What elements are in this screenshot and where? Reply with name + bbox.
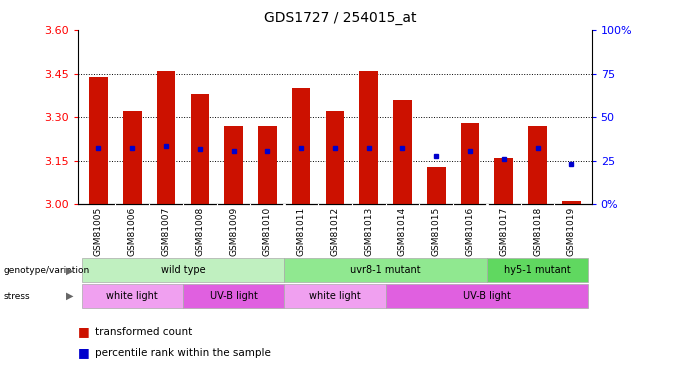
Bar — [284, 258, 487, 282]
Text: GSM81017: GSM81017 — [499, 207, 508, 256]
Bar — [386, 284, 588, 308]
Bar — [461, 123, 479, 204]
Text: white light: white light — [106, 291, 158, 301]
Text: stress: stress — [3, 292, 30, 301]
Bar — [326, 111, 344, 204]
Bar — [292, 88, 310, 204]
Text: UV-B light: UV-B light — [463, 291, 511, 301]
Text: GDS1727 / 254015_at: GDS1727 / 254015_at — [264, 11, 416, 25]
Text: GSM81014: GSM81014 — [398, 207, 407, 256]
Text: UV-B light: UV-B light — [209, 291, 258, 301]
Text: hy5-1 mutant: hy5-1 mutant — [504, 265, 571, 275]
Text: GSM81013: GSM81013 — [364, 207, 373, 256]
Bar — [427, 166, 445, 204]
Text: ▶: ▶ — [66, 291, 73, 301]
Text: GSM81018: GSM81018 — [533, 207, 542, 256]
Bar — [89, 76, 107, 204]
Bar — [82, 258, 284, 282]
Text: transformed count: transformed count — [95, 327, 192, 337]
Text: uvr8-1 mutant: uvr8-1 mutant — [350, 265, 421, 275]
Text: GSM81012: GSM81012 — [330, 207, 339, 256]
Bar — [224, 126, 243, 204]
Bar — [360, 71, 378, 204]
Bar — [258, 126, 277, 204]
Bar — [562, 201, 581, 204]
Text: ▶: ▶ — [66, 266, 73, 275]
Text: GSM81006: GSM81006 — [128, 207, 137, 256]
Text: GSM81010: GSM81010 — [263, 207, 272, 256]
Text: percentile rank within the sample: percentile rank within the sample — [95, 348, 271, 357]
Bar — [284, 284, 386, 308]
Text: GSM81016: GSM81016 — [466, 207, 475, 256]
Text: genotype/variation: genotype/variation — [3, 266, 90, 275]
Text: GSM81007: GSM81007 — [162, 207, 171, 256]
Bar — [487, 258, 588, 282]
Text: wild type: wild type — [160, 265, 205, 275]
Text: GSM81019: GSM81019 — [567, 207, 576, 256]
Text: GSM81011: GSM81011 — [296, 207, 305, 256]
Bar — [528, 126, 547, 204]
Bar — [82, 284, 183, 308]
Text: white light: white light — [309, 291, 361, 301]
Text: GSM81015: GSM81015 — [432, 207, 441, 256]
Text: GSM81005: GSM81005 — [94, 207, 103, 256]
Text: GSM81009: GSM81009 — [229, 207, 238, 256]
Text: ■: ■ — [78, 346, 94, 359]
Bar — [393, 100, 412, 204]
Bar — [156, 71, 175, 204]
Bar — [494, 158, 513, 204]
Text: ■: ■ — [78, 326, 94, 338]
Text: GSM81008: GSM81008 — [195, 207, 204, 256]
Bar — [190, 94, 209, 204]
Bar — [123, 111, 141, 204]
Bar — [183, 284, 284, 308]
